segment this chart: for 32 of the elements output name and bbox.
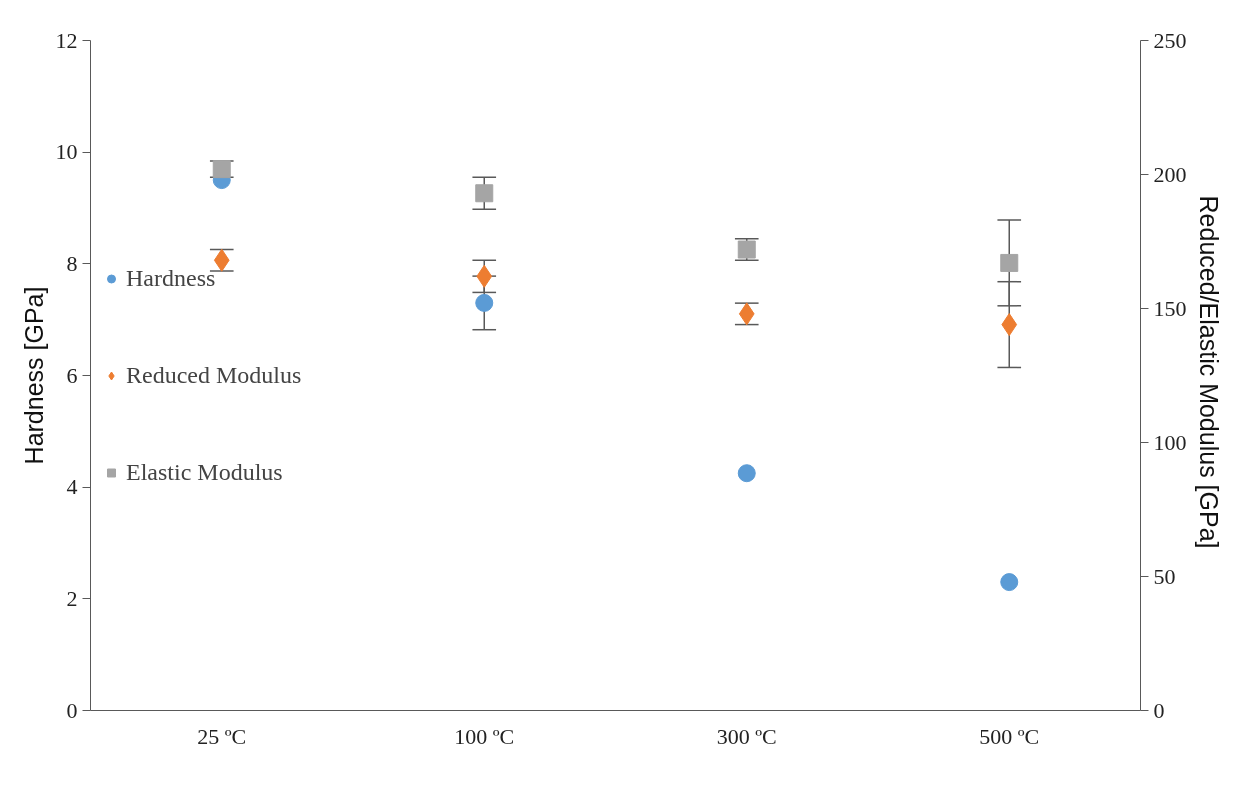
y-tick-label: 6 <box>66 362 78 388</box>
y2-tick-label: 250 <box>1153 27 1187 53</box>
y-tick-label: 0 <box>66 697 78 723</box>
y2-tick-label: 100 <box>1153 429 1187 455</box>
y-tick-label: 8 <box>66 250 78 276</box>
x-tick-label: 300 ºC <box>716 723 777 749</box>
legend-label: Reduced Modulus <box>126 361 302 389</box>
x-tick-label: 500 ºC <box>979 723 1040 749</box>
point <box>212 160 231 179</box>
point <box>1000 573 1019 592</box>
y-tick-label: 4 <box>66 474 78 500</box>
y2-axis-title: Reduced/Elastic Modulus [GPa] <box>1194 195 1223 549</box>
y2-tick-label: 50 <box>1153 563 1176 589</box>
y-axis-title: Hardness [GPa] <box>19 286 48 465</box>
x-tick-label: 25 ºC <box>197 723 247 749</box>
point <box>475 184 494 203</box>
point <box>737 464 756 483</box>
point <box>213 248 230 272</box>
point <box>1000 253 1019 272</box>
y-tick-label: 2 <box>66 585 78 611</box>
point <box>1001 313 1018 337</box>
y2-tick-label: 150 <box>1153 295 1187 321</box>
y2-tick-label: 200 <box>1153 161 1187 187</box>
point <box>475 293 494 312</box>
y-tick-label: 12 <box>55 27 78 53</box>
x-tick-label: 100 ºC <box>454 723 515 749</box>
legend-label: Hardness <box>126 264 216 292</box>
y2-tick-label: 0 <box>1153 697 1165 723</box>
point <box>738 302 755 326</box>
point <box>476 264 493 288</box>
y-tick-label: 10 <box>55 139 78 165</box>
legend-label: Elastic Modulus <box>126 458 283 486</box>
